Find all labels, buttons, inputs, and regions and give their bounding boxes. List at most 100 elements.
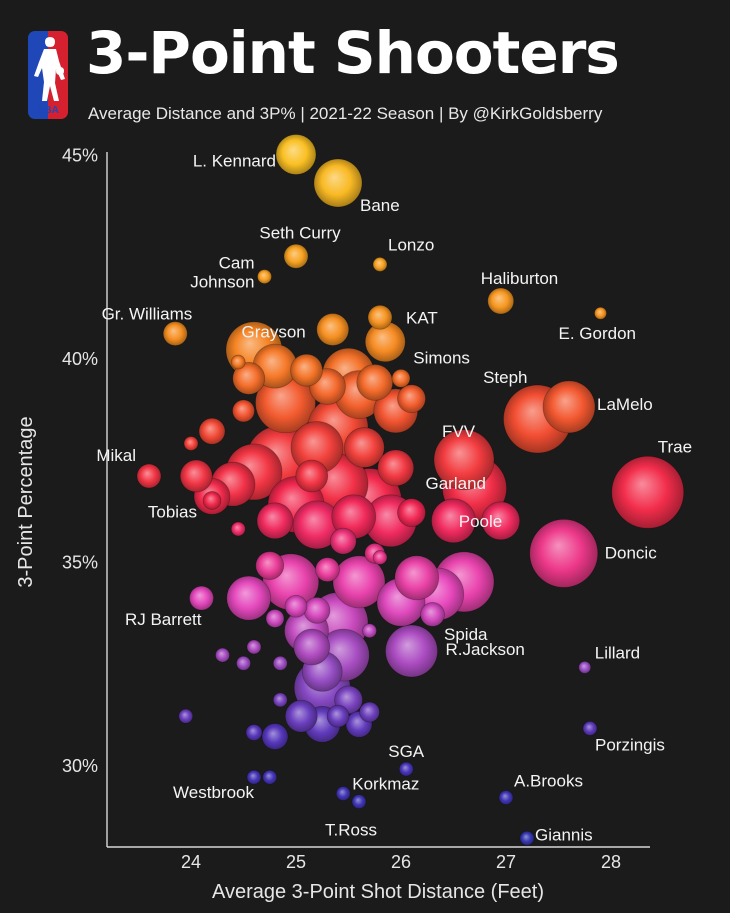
data-point <box>284 594 308 618</box>
point-label-e-gordon: E. Gordon <box>559 324 637 343</box>
data-point <box>315 557 340 583</box>
point-label-spida: Spida <box>444 625 488 644</box>
data-point <box>256 502 294 540</box>
data-point <box>420 602 445 627</box>
data-point <box>293 628 331 666</box>
nba-logo: NBA <box>28 31 68 119</box>
data-point <box>356 364 394 401</box>
y-tick-label: 35% <box>62 553 98 573</box>
data-point <box>362 623 377 639</box>
y-tick-label: 40% <box>62 349 98 369</box>
data-point <box>329 527 357 555</box>
data-point-seth-curry <box>283 243 309 269</box>
data-point <box>261 723 289 750</box>
point-label-r-jackson: R.Jackson <box>446 640 525 659</box>
data-point <box>359 701 380 723</box>
data-point-t-ross <box>351 794 367 810</box>
data-point-sga <box>398 761 414 777</box>
data-point-korkmaz <box>335 786 351 801</box>
data-point <box>397 498 426 528</box>
data-point-haliburton <box>487 287 515 315</box>
data-point <box>295 459 329 493</box>
x-tick-label: 24 <box>181 852 201 872</box>
data-point <box>230 354 246 370</box>
point-label-kat: KAT <box>406 308 438 327</box>
data-point <box>232 399 255 423</box>
data-point <box>255 551 285 580</box>
data-point <box>246 639 262 655</box>
data-point <box>262 769 278 785</box>
data-point <box>232 361 266 395</box>
data-point <box>431 498 476 544</box>
point-label-sga: SGA <box>388 742 425 761</box>
point-label-garland: Garland <box>426 474 486 493</box>
point-label-a-brooks: A.Brooks <box>514 772 583 791</box>
bubble-layer <box>136 134 685 846</box>
data-point-lamelo <box>542 380 596 434</box>
data-point <box>290 353 323 387</box>
point-label-trae: Trae <box>658 437 692 456</box>
point-label-gr-williams: Gr. Williams <box>102 305 193 324</box>
point-label-simons: Simons <box>413 349 470 368</box>
point-label-poole: Poole <box>459 512 502 531</box>
data-point <box>343 427 385 468</box>
point-label-fvv: FVV <box>442 422 476 441</box>
data-point <box>179 459 213 493</box>
data-point-grayson <box>316 313 350 346</box>
nba-logo-silhouette <box>34 37 65 101</box>
data-point <box>391 368 411 388</box>
data-point <box>303 596 331 624</box>
data-point-gr-williams <box>162 321 188 346</box>
data-point <box>236 655 251 671</box>
data-point-lillard <box>578 660 592 674</box>
x-tick-label: 27 <box>496 852 516 872</box>
x-axis-label: Average 3-Point Shot Distance (Feet) <box>212 881 544 903</box>
data-point <box>377 449 415 487</box>
data-point-trae <box>611 455 685 529</box>
point-label-rj-barrett: RJ Barrett <box>125 610 202 629</box>
y-tick-label: 45% <box>62 146 98 166</box>
data-point-giannis <box>519 830 535 846</box>
data-point <box>372 550 388 565</box>
point-label-cam-johnson: Cam Johnson <box>190 254 254 292</box>
data-point-lonzo <box>372 256 388 272</box>
data-point <box>284 699 318 733</box>
y-tick-label: 30% <box>62 756 98 776</box>
data-point <box>397 384 426 414</box>
data-point <box>215 647 230 663</box>
y-axis-label: 3-Point Percentage <box>15 416 37 587</box>
data-point <box>272 692 288 708</box>
data-point <box>394 555 440 601</box>
nba-logo-text: NBA <box>37 105 59 116</box>
x-tick-label: 26 <box>391 852 411 872</box>
data-point-kat <box>367 304 393 330</box>
data-point-a-brooks <box>498 790 514 805</box>
data-point-e-gordon <box>594 306 607 320</box>
point-label-l-kennard: L. Kennard <box>193 152 276 171</box>
label-layer: L. Kennard Bane Seth Curry Cam Johnson Lonzo H… <box>96 152 692 845</box>
x-tick-label: 28 <box>601 852 621 872</box>
axes: 24 25 26 27 28 30% 35% 40% 45% <box>62 146 650 872</box>
data-point-fvv <box>433 429 495 491</box>
data-point-poole <box>481 501 521 541</box>
data-point <box>272 655 288 671</box>
point-label-haliburton: Haliburton <box>481 269 559 288</box>
data-point <box>202 491 222 510</box>
point-label-bane: Bane <box>360 196 400 215</box>
point-label-steph: Steph <box>483 368 527 387</box>
x-tick-label: 25 <box>286 852 306 872</box>
data-point <box>230 521 246 537</box>
point-label-tobias: Tobias <box>148 502 197 521</box>
data-point-doncic <box>529 518 599 588</box>
data-point <box>245 724 263 741</box>
data-point-rj-barrett <box>189 585 214 611</box>
chart-title: 3-Point Shooters <box>86 19 620 87</box>
point-label-lillard: Lillard <box>595 643 640 662</box>
point-label-t-ross: T.Ross <box>325 821 377 840</box>
data-point-cam-johnson <box>257 269 272 285</box>
data-point-westbrook <box>246 769 262 785</box>
point-label-korkmaz: Korkmaz <box>352 774 419 793</box>
chart-subtitle: Average Distance and 3P% | 2021-22 Seaso… <box>88 104 603 123</box>
data-point <box>183 436 199 451</box>
